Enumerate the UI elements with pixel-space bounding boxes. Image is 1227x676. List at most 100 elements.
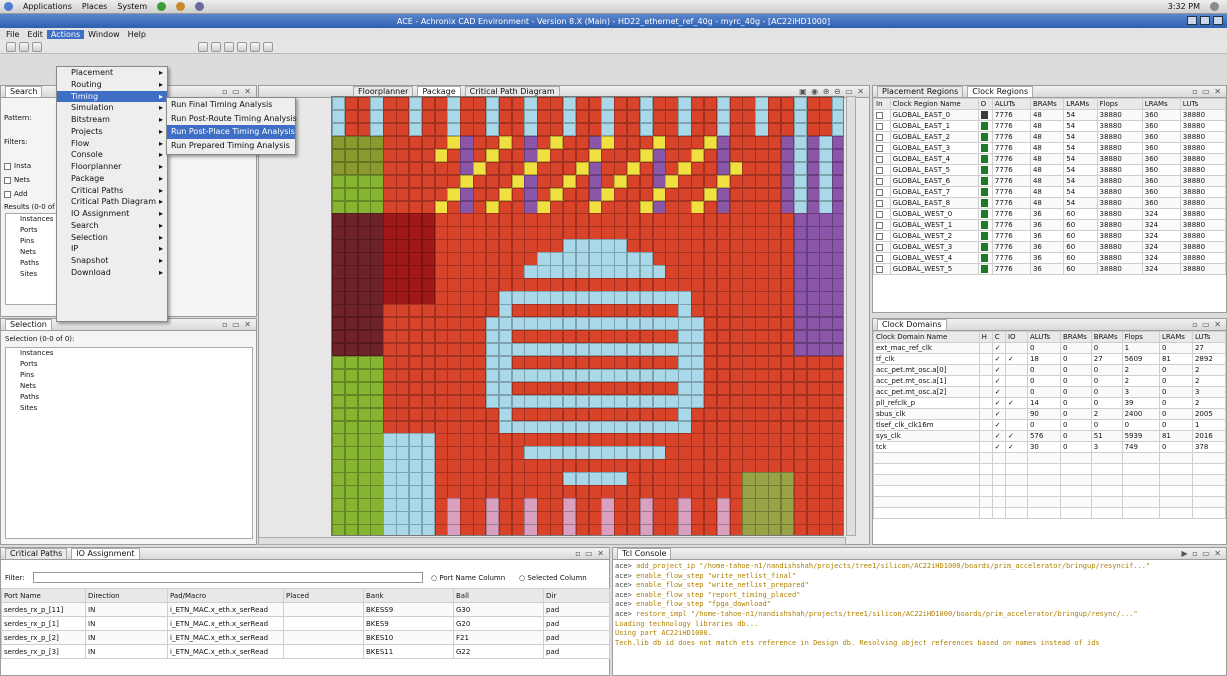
cd-header[interactable]: IO: [1004, 331, 1028, 343]
menu-help[interactable]: Help: [127, 29, 146, 39]
sel-tree-ports[interactable]: Ports: [20, 360, 38, 368]
new-icon[interactable]: [6, 41, 16, 52]
table-row[interactable]: GLOBAL_EAST_0 7776 48 54 38880 360 38880: [873, 109, 1227, 121]
table-row[interactable]: GLOBAL_EAST_8 7776 48 54 38880 360 38880: [873, 197, 1227, 209]
tree-sites[interactable]: Sites: [20, 270, 38, 278]
actions-menu-item-bitstream[interactable]: Bitstream ▸: [71, 115, 163, 124]
actions-menu-item-selection[interactable]: Selection ▸: [71, 232, 163, 242]
row-checkbox[interactable]: [873, 120, 891, 132]
actions-menu-item-routing[interactable]: Routing ▸: [71, 79, 163, 89]
console-output[interactable]: ace> add_project_ip "/home-tahoe-n1/nand…: [615, 562, 1223, 648]
terminal-icon[interactable]: [195, 2, 205, 11]
actions-menu-item-io-assignment[interactable]: IO Assignment ▸: [71, 209, 163, 218]
cr-header[interactable]: O: [977, 98, 993, 110]
browser-icon[interactable]: [157, 2, 167, 11]
tab-search[interactable]: Search: [5, 86, 43, 97]
open-icon[interactable]: [19, 41, 29, 52]
table-row[interactable]: acc_pet.mt_osc.a[2] ✓ 0 0 0 3 0 3: [873, 386, 1227, 398]
table-row[interactable]: GLOBAL_EAST_2 7776 48 54 38880 360 38880: [873, 131, 1227, 143]
table-row[interactable]: sbus_clk ✓ 90 0 2 2400 0 2005: [873, 408, 1227, 420]
timing-submenu-item-1[interactable]: Run Post-Route Timing Analysis: [171, 113, 297, 123]
stop-icon[interactable]: [237, 41, 247, 52]
cr-header[interactable]: LRAMs: [1141, 98, 1181, 110]
gnome-foot-icon[interactable]: [4, 2, 13, 11]
applications-menu[interactable]: Applications: [23, 2, 72, 11]
package-hscroll[interactable]: [258, 537, 846, 545]
opt-selected-column[interactable]: ○ Selected Column: [519, 574, 587, 582]
row-checkbox[interactable]: [873, 186, 891, 198]
table-row[interactable]: GLOBAL_EAST_4 7776 48 54 38880 360 38880: [873, 153, 1227, 165]
actions-menu-item-snapshot[interactable]: Snapshot ▸: [71, 256, 163, 265]
menu-file[interactable]: File: [6, 29, 20, 39]
menu-edit[interactable]: Edit: [27, 29, 43, 39]
row-checkbox[interactable]: [873, 252, 891, 264]
tab-placement-regions[interactable]: Placement Regions: [877, 86, 964, 97]
cd-header[interactable]: BRAMs: [1090, 331, 1123, 343]
panel-controls-icon[interactable]: ▫ ▭ ✕: [1192, 87, 1222, 96]
timing-submenu-item-0[interactable]: Run Final Timing Analysis: [171, 100, 273, 109]
row-checkbox[interactable]: [873, 142, 891, 154]
cd-header[interactable]: Clock Domain Name: [873, 331, 980, 343]
opt-add[interactable]: Add: [4, 190, 28, 198]
cd-header[interactable]: H: [978, 331, 993, 343]
tree-nets[interactable]: Nets: [20, 248, 36, 256]
io-header[interactable]: Direction: [85, 588, 168, 603]
table-row[interactable]: acc_pet.mt_osc.a[0] ✓ 0 0 0 2 0 2: [873, 364, 1227, 376]
pencil-icon[interactable]: [263, 41, 273, 52]
cd-header[interactable]: LRAMs: [1158, 331, 1193, 343]
tree-ports[interactable]: Ports: [20, 226, 38, 234]
maximize-button[interactable]: [1200, 16, 1210, 25]
volume-icon[interactable]: [1210, 2, 1219, 11]
timing-submenu-item-2[interactable]: Run Post-Place Timing Analysis: [167, 125, 295, 139]
zoom-icon[interactable]: [198, 41, 208, 52]
tab-clock-regions[interactable]: Clock Regions: [967, 86, 1034, 97]
panel-controls-icon[interactable]: ▫ ▭ ✕: [575, 549, 605, 558]
row-checkbox[interactable]: [873, 197, 891, 209]
cd-header[interactable]: LUTs: [1191, 331, 1227, 343]
tab-selection[interactable]: Selection: [5, 319, 52, 330]
io-header[interactable]: Ball: [453, 588, 544, 603]
view-controls-icon[interactable]: ▣ ◉ ⊕ ⊖ ▭ ✕: [799, 87, 865, 96]
actions-menu-item-critical-path-diagram[interactable]: Critical Path Diagram ▸: [71, 197, 163, 207]
cr-header[interactable]: BRAMs: [1029, 98, 1065, 110]
actions-menu-item-projects[interactable]: Projects ▸: [71, 126, 163, 136]
panel-controls-icon[interactable]: ▫ ▭ ✕: [222, 320, 252, 329]
panel-controls-icon[interactable]: ▫ ▭ ✕: [1192, 320, 1222, 329]
cd-header[interactable]: C: [991, 331, 1006, 343]
package-grid[interactable]: [331, 96, 844, 536]
table-row[interactable]: tlsef_clk_clk16m ✓ 0 0 0 0 0 1: [873, 419, 1227, 431]
row-checkbox[interactable]: [873, 219, 891, 231]
tab-io-assignment[interactable]: IO Assignment: [71, 548, 140, 559]
panel-controls-icon[interactable]: ▫ ▭ ✕: [222, 87, 252, 96]
table-row[interactable]: serdes_rx_p_[2] IN i_ETN_MAC.x_eth.x_serRe…: [1, 630, 610, 645]
table-row[interactable]: tck ✓ ✓ 30 0 3 749 0 378: [873, 441, 1227, 453]
cr-header[interactable]: ALUTs: [991, 98, 1031, 110]
tab-clock-domains[interactable]: Clock Domains: [877, 319, 947, 330]
table-row[interactable]: ext_mac_ref_clk ✓ 0 0 0 1 0 27: [873, 342, 1227, 354]
filter-input[interactable]: [33, 572, 423, 583]
table-row[interactable]: GLOBAL_EAST_3 7776 48 54 38880 360 38880: [873, 142, 1227, 154]
cr-header[interactable]: In: [873, 98, 891, 110]
row-checkbox[interactable]: [873, 131, 891, 143]
io-header[interactable]: Placed: [283, 588, 364, 603]
table-row[interactable]: GLOBAL_WEST_1 7776 36 60 38880 324 38880: [873, 219, 1227, 231]
run-icon[interactable]: [224, 41, 234, 52]
actions-menu-item-console[interactable]: Console ▸: [71, 150, 163, 160]
tree-pins[interactable]: Pins: [20, 237, 35, 245]
table-row[interactable]: GLOBAL_EAST_5 7776 48 54 38880 360 38880: [873, 164, 1227, 176]
io-header[interactable]: Bank: [363, 588, 454, 603]
opt-port-name-column[interactable]: ○ Port Name Column: [431, 574, 506, 582]
table-row[interactable]: pll_refclk_p ✓ ✓ 14 0 0 39 0 2: [873, 397, 1227, 409]
actions-menu-item-search[interactable]: Search ▸: [71, 220, 163, 230]
sel-tree-instances[interactable]: Instances: [20, 349, 54, 357]
actions-menu-item-ip[interactable]: IP ▸: [71, 244, 163, 254]
row-checkbox[interactable]: [873, 109, 891, 121]
actions-menu-item-flow[interactable]: Flow ▸: [71, 138, 163, 148]
select-icon[interactable]: [211, 41, 221, 52]
row-checkbox[interactable]: [873, 263, 891, 275]
table-row[interactable]: sys_clk ✓ ✓ 576 0 51 5939 81 2016: [873, 430, 1227, 442]
save-icon[interactable]: [32, 41, 42, 52]
menu-actions[interactable]: Actions: [46, 29, 85, 39]
cd-header[interactable]: BRAMs: [1059, 331, 1092, 343]
actions-menu-item-download[interactable]: Download ▸: [71, 267, 163, 277]
